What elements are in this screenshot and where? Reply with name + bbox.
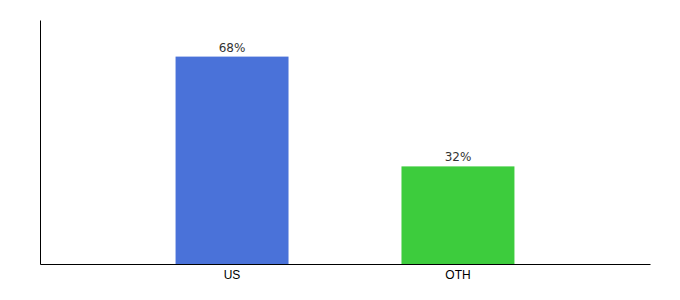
bars (176, 57, 515, 264)
chart: US OTH 68% 32% (0, 0, 680, 300)
x-tick: OTH (445, 264, 470, 282)
data-labels: 68% 32% (219, 41, 472, 165)
data-label: 32% (445, 150, 472, 164)
plot-area: US OTH 68% 32% (41, 21, 651, 282)
x-tick: US (224, 264, 241, 282)
data-label: 68% (219, 41, 246, 55)
x-tick-label: US (224, 268, 241, 282)
chart-container: US OTH 68% 32% (0, 0, 680, 300)
x-axis: US OTH (41, 264, 651, 282)
bar (401, 166, 514, 264)
y-axis (40, 21, 41, 265)
bar (176, 57, 289, 264)
x-axis-line (41, 264, 651, 265)
y-axis-line (40, 21, 41, 265)
x-tick-label: OTH (445, 268, 470, 282)
